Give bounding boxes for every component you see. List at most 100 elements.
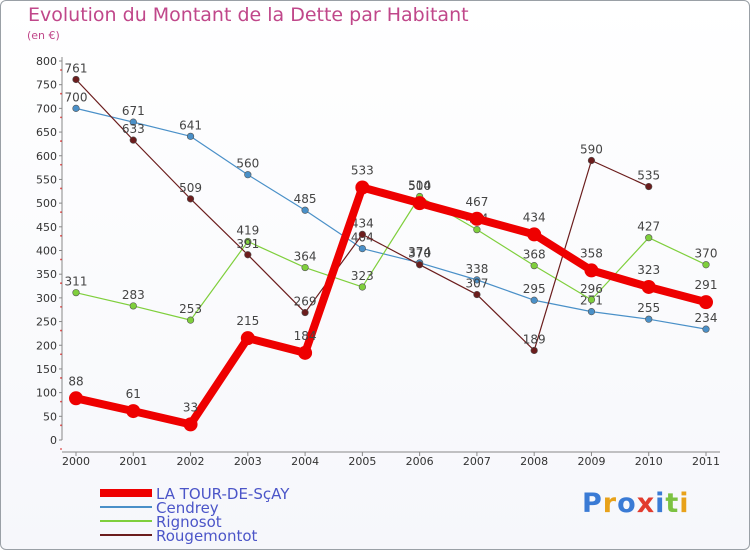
data-label: 295 — [523, 282, 546, 296]
data-point — [183, 417, 198, 432]
data-point — [527, 227, 542, 242]
data-label: 296 — [580, 282, 603, 296]
logo-letter: x — [636, 488, 656, 519]
y-tick-label: 100 — [36, 387, 57, 400]
logo-letter: t — [665, 488, 680, 519]
data-label: 253 — [179, 302, 202, 316]
data-point — [416, 261, 424, 269]
series-line-2 — [75, 195, 707, 321]
logo-letter: i — [655, 488, 666, 519]
data-label: 535 — [637, 169, 660, 183]
y-minor-tick — [60, 116, 62, 119]
data-point — [301, 263, 309, 272]
x-tick-label: 2001 — [119, 455, 147, 468]
x-tick-label: 2009 — [577, 455, 605, 468]
logo-letter: o — [617, 488, 637, 519]
data-point — [530, 296, 538, 304]
data-point — [699, 295, 713, 310]
chart-subtitle: (en €) — [27, 29, 60, 42]
y-tick-label: 250 — [36, 316, 57, 329]
data-point — [186, 195, 195, 203]
y-tick-label: 400 — [36, 245, 57, 258]
data-point — [301, 206, 309, 214]
logo-letter: r — [602, 488, 618, 519]
x-tick-label: 2004 — [291, 455, 319, 468]
x-tick-label: 2002 — [177, 455, 205, 468]
data-label: 364 — [294, 250, 317, 264]
data-label: 485 — [294, 192, 317, 206]
data-label: 419 — [236, 223, 259, 237]
y-tick-label: 650 — [36, 126, 57, 139]
data-point — [244, 251, 252, 259]
data-label: 533 — [351, 163, 374, 177]
series-line-0 — [72, 183, 710, 429]
legend-item: Rougemontot — [100, 528, 360, 544]
legend-swatch — [100, 534, 152, 536]
data-label: 434 — [523, 210, 546, 224]
data-point — [645, 182, 653, 191]
data-label: 269 — [294, 295, 317, 309]
data-label: 234 — [695, 311, 718, 325]
data-point — [240, 331, 255, 346]
data-label: 283 — [122, 288, 145, 302]
data-label: 33 — [183, 400, 198, 414]
x-tick-label: 2006 — [406, 455, 434, 468]
data-label: 560 — [236, 157, 259, 171]
legend-swatch — [100, 520, 152, 522]
x-tick-label: 2008 — [520, 455, 548, 468]
y-minor-tick — [60, 353, 62, 356]
y-minor-tick — [60, 400, 62, 403]
y-minor-tick — [60, 305, 62, 308]
data-label: 374 — [408, 245, 431, 259]
data-point — [69, 391, 83, 406]
data-point — [129, 302, 137, 310]
y-tick-label: 150 — [36, 363, 57, 376]
data-label: 88 — [68, 374, 83, 388]
y-tick-label: 0 — [50, 434, 57, 447]
data-label: 514 — [408, 178, 431, 192]
y-tick-label: 500 — [36, 197, 57, 210]
data-point — [473, 226, 481, 234]
data-point — [301, 308, 309, 317]
y-tick-label: 350 — [36, 268, 57, 281]
data-label: 590 — [580, 142, 603, 156]
x-tick-label: 2000 — [62, 455, 90, 468]
data-point — [72, 104, 80, 112]
data-point — [126, 404, 141, 419]
y-minor-tick — [60, 377, 62, 379]
data-point — [129, 136, 137, 144]
data-point — [587, 156, 596, 165]
data-point — [473, 276, 481, 284]
x-tick-label: 2011 — [692, 455, 720, 468]
data-label: 761 — [65, 61, 88, 75]
data-point — [587, 308, 596, 316]
data-point — [412, 196, 427, 211]
data-label: 323 — [637, 263, 660, 277]
data-point — [645, 315, 653, 323]
data-label: 184 — [294, 329, 317, 343]
y-tick-label: 550 — [36, 173, 57, 186]
y-minor-tick — [60, 329, 62, 332]
y-tick-label: 750 — [36, 79, 57, 92]
data-point — [473, 290, 481, 299]
data-point — [72, 75, 80, 84]
y-minor-tick — [60, 92, 62, 95]
data-label: 700 — [65, 90, 88, 104]
y-minor-tick — [60, 424, 62, 427]
data-point — [587, 296, 596, 304]
y-minor-tick — [60, 163, 62, 166]
legend-label: Rougemontot — [156, 527, 258, 545]
data-point — [702, 261, 710, 269]
y-minor-tick — [60, 448, 62, 450]
data-label: 311 — [65, 275, 88, 289]
data-label: 500 — [408, 179, 431, 193]
y-minor-tick — [60, 234, 62, 237]
y-minor-tick — [60, 282, 62, 285]
chart-title: Evolution du Montant de la Dette par Hab… — [28, 4, 469, 26]
data-label: 641 — [179, 118, 202, 132]
data-label: 368 — [523, 248, 546, 262]
data-point — [186, 316, 195, 324]
data-label: 291 — [695, 278, 718, 292]
